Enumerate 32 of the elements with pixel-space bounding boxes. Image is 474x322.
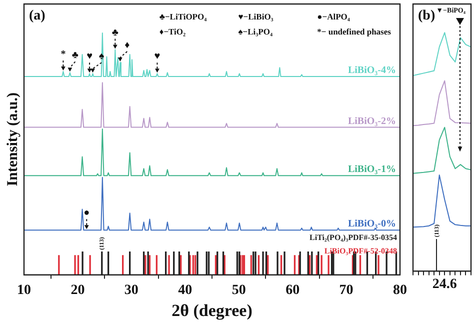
text: ♣−LiTiOPO₄ bbox=[159, 11, 208, 22]
text: ●−AlPO₄ bbox=[317, 11, 350, 22]
annotation: ♦−TiO₂ bbox=[159, 26, 186, 36]
annotation: ♥ bbox=[154, 51, 160, 62]
x-tick-label: 80 bbox=[393, 282, 407, 298]
y-axis-title: Intensity (a.u.) bbox=[4, 92, 21, 186]
x-tick-label: 20 bbox=[70, 282, 85, 298]
annotation: * bbox=[60, 49, 66, 60]
x-tick-label: 60 bbox=[286, 282, 300, 298]
x-tick-label: 50 bbox=[232, 282, 246, 298]
series-label: LiTi₂(PO₄)₃PDF#-35-0354 bbox=[310, 232, 397, 242]
x-tick-label: 30 bbox=[124, 282, 138, 298]
series-label: LiBiO₃-4% bbox=[348, 65, 396, 76]
x-tick-label: 40 bbox=[178, 282, 192, 298]
annotation: ♣ bbox=[112, 27, 119, 38]
annotation: ♦ bbox=[124, 40, 130, 52]
series-label: LiBiO₃-2% bbox=[348, 116, 396, 127]
annotation: ♣ bbox=[72, 50, 79, 62]
series-label: LiBiO₃-0% bbox=[348, 218, 396, 230]
x-tick-label: 10 bbox=[17, 282, 31, 298]
x-tick-label: 70 bbox=[339, 282, 354, 298]
text: (a) bbox=[29, 8, 46, 24]
series-label: LiBiO₃PDF#-52-0348 bbox=[324, 246, 397, 256]
annotation: ♠−Li₃PO₄ bbox=[238, 26, 273, 36]
annotation: ● bbox=[84, 208, 90, 219]
text: 24.6 bbox=[432, 276, 457, 292]
annotation: *− undefined phases bbox=[317, 26, 392, 36]
text: (b) bbox=[418, 8, 436, 24]
x-axis-title: 2θ (degree) bbox=[172, 301, 252, 320]
text: ♥−LiBiO₃ bbox=[238, 11, 274, 22]
series-label: LiBiO₃-1% bbox=[348, 164, 396, 176]
annotation: ♥ bbox=[86, 51, 93, 62]
